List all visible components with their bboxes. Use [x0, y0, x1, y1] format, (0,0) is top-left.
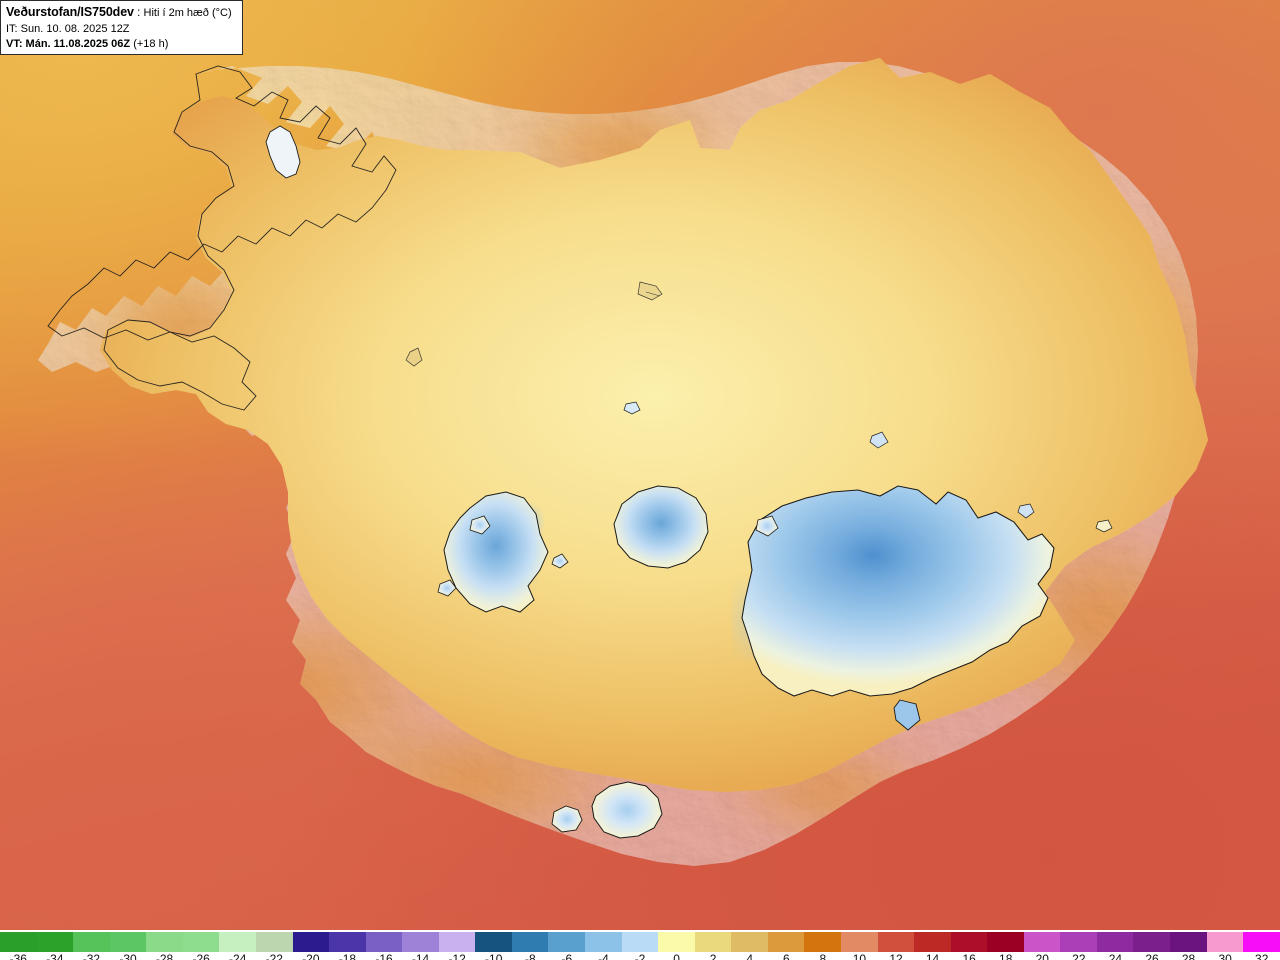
colorbar-swatch [877, 932, 915, 952]
colorbar-tick-label: 12 [889, 952, 903, 960]
glacier-small-icecaps [437, 401, 1113, 731]
valid-time-label: VT: Mán. 11.08.2025 06Z [6, 37, 131, 50]
colorbar-swatch [1060, 932, 1097, 952]
colorbar-tick-label: 22 [1072, 952, 1086, 960]
colorbar-tick-label: -16 [375, 952, 393, 960]
colorbar-tick-label: 14 [925, 952, 940, 960]
glacier-hofsjokull [613, 485, 709, 569]
colorbar-swatch [585, 932, 622, 952]
glacier-drangajokull [265, 125, 301, 179]
colorbar-swatch [438, 932, 476, 952]
colorbar-tick-label: -28 [155, 952, 174, 960]
colorbar-swatch [950, 932, 988, 952]
temperature-colorbar[interactable]: -36 -34 -32 -30 -28 -26 -24 -22 -20 -18 -16 -14 -12-… [0, 930, 1280, 960]
colorbar-tick-labels: -36 -34 -32 -30 -28 -26 -24 -22 -20 -18 -16 -14 -12-… [0, 952, 1280, 960]
glacier-eyjafjallajokull [551, 805, 583, 833]
inland-features [405, 281, 663, 367]
colorbar-tick-label: 20 [1035, 952, 1049, 960]
colorbar-swatch [1206, 932, 1244, 952]
colorbar-tick-label: -12 [448, 952, 466, 960]
colorbar-swatch [511, 932, 549, 952]
colorbar-swatch [694, 932, 732, 952]
colorbar-swatch [621, 932, 659, 952]
colorbar-swatch [1023, 932, 1061, 952]
colorbar-tick-label: 30 [1218, 952, 1232, 960]
glacier-vatnajokull [740, 485, 1055, 697]
colorbar-tick-label: 16 [962, 952, 976, 960]
colorbar-tick-label: -10 [485, 952, 503, 960]
colorbar-swatch [1243, 932, 1280, 952]
colorbar-tick-label: -36 [9, 952, 27, 960]
westfjords-region [47, 65, 397, 411]
valid-time-line: VT: Mán. 11.08.2025 06Z (+18 h) [6, 37, 238, 51]
colorbar-tick-label: -2 [634, 952, 646, 960]
colorbar-swatch [475, 932, 512, 952]
colorbar-tick-label: -20 [302, 952, 320, 960]
map-canvas [0, 0, 1280, 930]
colorbar-swatch [840, 932, 878, 952]
colorbar-swatch [0, 932, 37, 952]
lead-time-label: (+18 h) [133, 37, 169, 50]
colorbar-swatch [36, 932, 74, 952]
info-title-line: Veðurstofan/IS750dev : Hiti í 2m hæð (°C… [6, 4, 238, 21]
map-info-box: Veðurstofan/IS750dev : Hiti í 2m hæð (°C… [0, 0, 243, 55]
colorbar-tick-label: 18 [999, 952, 1013, 960]
colorbar-swatch [365, 932, 403, 952]
colorbar-tick-label: -24 [229, 952, 247, 960]
colorbar-tick-label: 2 [709, 952, 717, 960]
colorbar-tick-label: 10 [852, 952, 867, 960]
colorbar-swatch [73, 932, 110, 952]
colorbar-tick-label: -14 [411, 952, 430, 960]
colorbar-tick-label: 26 [1145, 952, 1159, 960]
temperature-map[interactable] [0, 0, 1280, 930]
colorbar-swatch [292, 932, 330, 952]
parameter-label: Hiti í 2m hæð (°C) [143, 7, 232, 19]
colorbar-tick-label: 32 [1255, 952, 1269, 960]
colorbar-tick-label: -18 [338, 952, 357, 960]
colorbar-tick-label: -6 [561, 952, 573, 960]
colorbar-tick-label: -32 [82, 952, 101, 960]
colorbar-tick-label: 6 [782, 952, 790, 960]
colorbar-swatch [731, 932, 768, 952]
colorbar-swatch [109, 932, 147, 952]
colorbar-swatch [182, 932, 220, 952]
colorbar-tick-label: -26 [192, 952, 210, 960]
colorbar-swatch [329, 932, 366, 952]
colorbar-swatch [804, 932, 841, 952]
colorbar-tick-label: 4 [746, 952, 754, 960]
colorbar-swatch [146, 932, 183, 952]
colorbar-swatch [914, 932, 951, 952]
colorbar-swatch [1133, 932, 1170, 952]
colorbar-swatch [658, 932, 695, 952]
init-time-label: IT: Sun. 10. 08. 2025 12Z [6, 22, 130, 35]
glacier-myrdalsjokull [591, 781, 663, 839]
colorbar-tick-label: 28 [1181, 952, 1196, 960]
colorbar-tick-label: -30 [119, 952, 137, 960]
organisation-label: Veðurstofan/IS750dev [6, 5, 134, 19]
colorbar-swatch [402, 932, 439, 952]
colorbar-swatch [219, 932, 256, 952]
colorbar-swatch [1096, 932, 1134, 952]
colorbar-swatch [767, 932, 805, 952]
colorbar-tick-label: -4 [598, 952, 609, 960]
colorbar-tick-label: -8 [524, 952, 536, 960]
colorbar-tick-label: -22 [265, 952, 283, 960]
colorbar-tick-label: 0 [673, 952, 680, 960]
colorbar-swatches [0, 932, 1280, 952]
colorbar-tick-label: 8 [819, 952, 827, 960]
colorbar-swatch [255, 932, 293, 952]
colorbar-tick-label: -34 [46, 952, 64, 960]
glacier-langjokull [443, 491, 549, 613]
colorbar-tick-label: 24 [1108, 952, 1123, 960]
colorbar-swatch [548, 932, 585, 952]
glaciers-layer [265, 125, 1113, 839]
title-separator: : [133, 7, 144, 19]
colorbar-swatch [1170, 932, 1207, 952]
colorbar-swatch [987, 932, 1024, 952]
